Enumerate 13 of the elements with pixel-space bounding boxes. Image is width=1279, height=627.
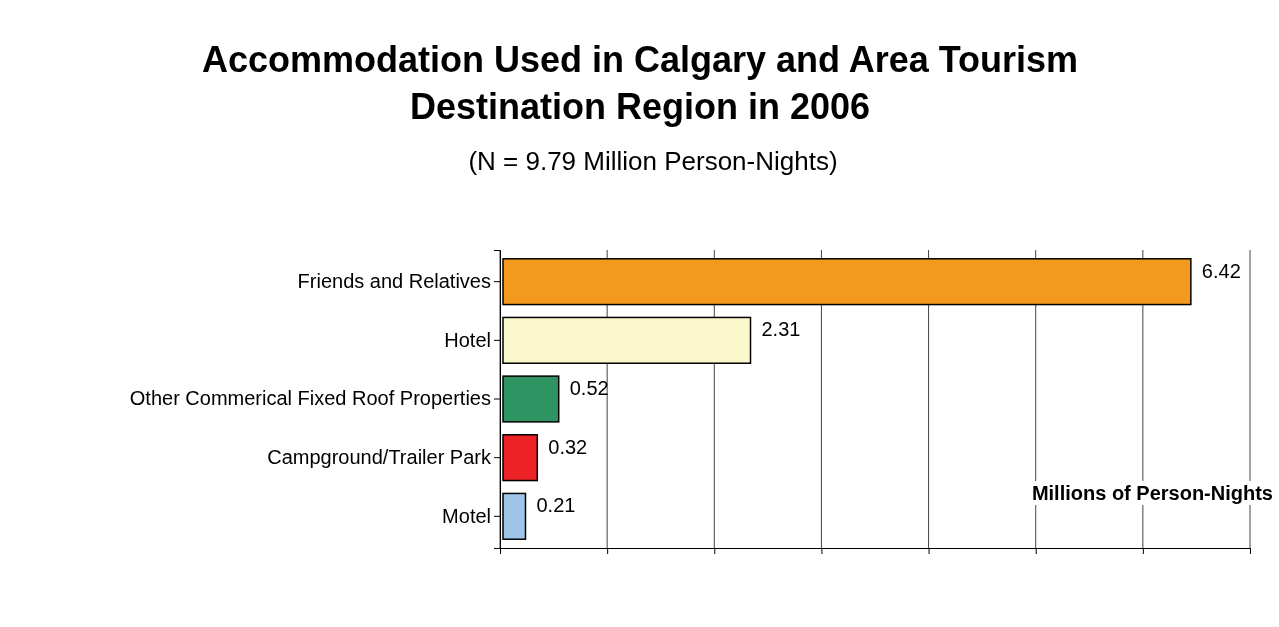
y-tick-label: Hotel	[444, 328, 491, 351]
y-tick-label: Motel	[442, 504, 491, 527]
y-tick-label: Friends and Relatives	[297, 270, 491, 293]
data-label: 0.21	[536, 494, 576, 517]
chart-subtitle: (N = 9.79 Million Person-Nights)	[468, 146, 838, 176]
data-label: 0.32	[548, 435, 588, 458]
data-label: 2.31	[761, 318, 801, 341]
chart-title: Accommodation Used in Calgary and Area Tourism Destination Region in 2006	[201, 39, 1079, 127]
x-axis-title: Millions of Person-Nights	[1031, 482, 1273, 504]
y-tick-label: Other Commerical Fixed Roof Properties	[129, 387, 491, 410]
data-label: 6.42	[1201, 259, 1241, 282]
data-label: 0.52	[569, 377, 609, 399]
y-tick-label: Campground/Trailer Park	[267, 446, 492, 469]
